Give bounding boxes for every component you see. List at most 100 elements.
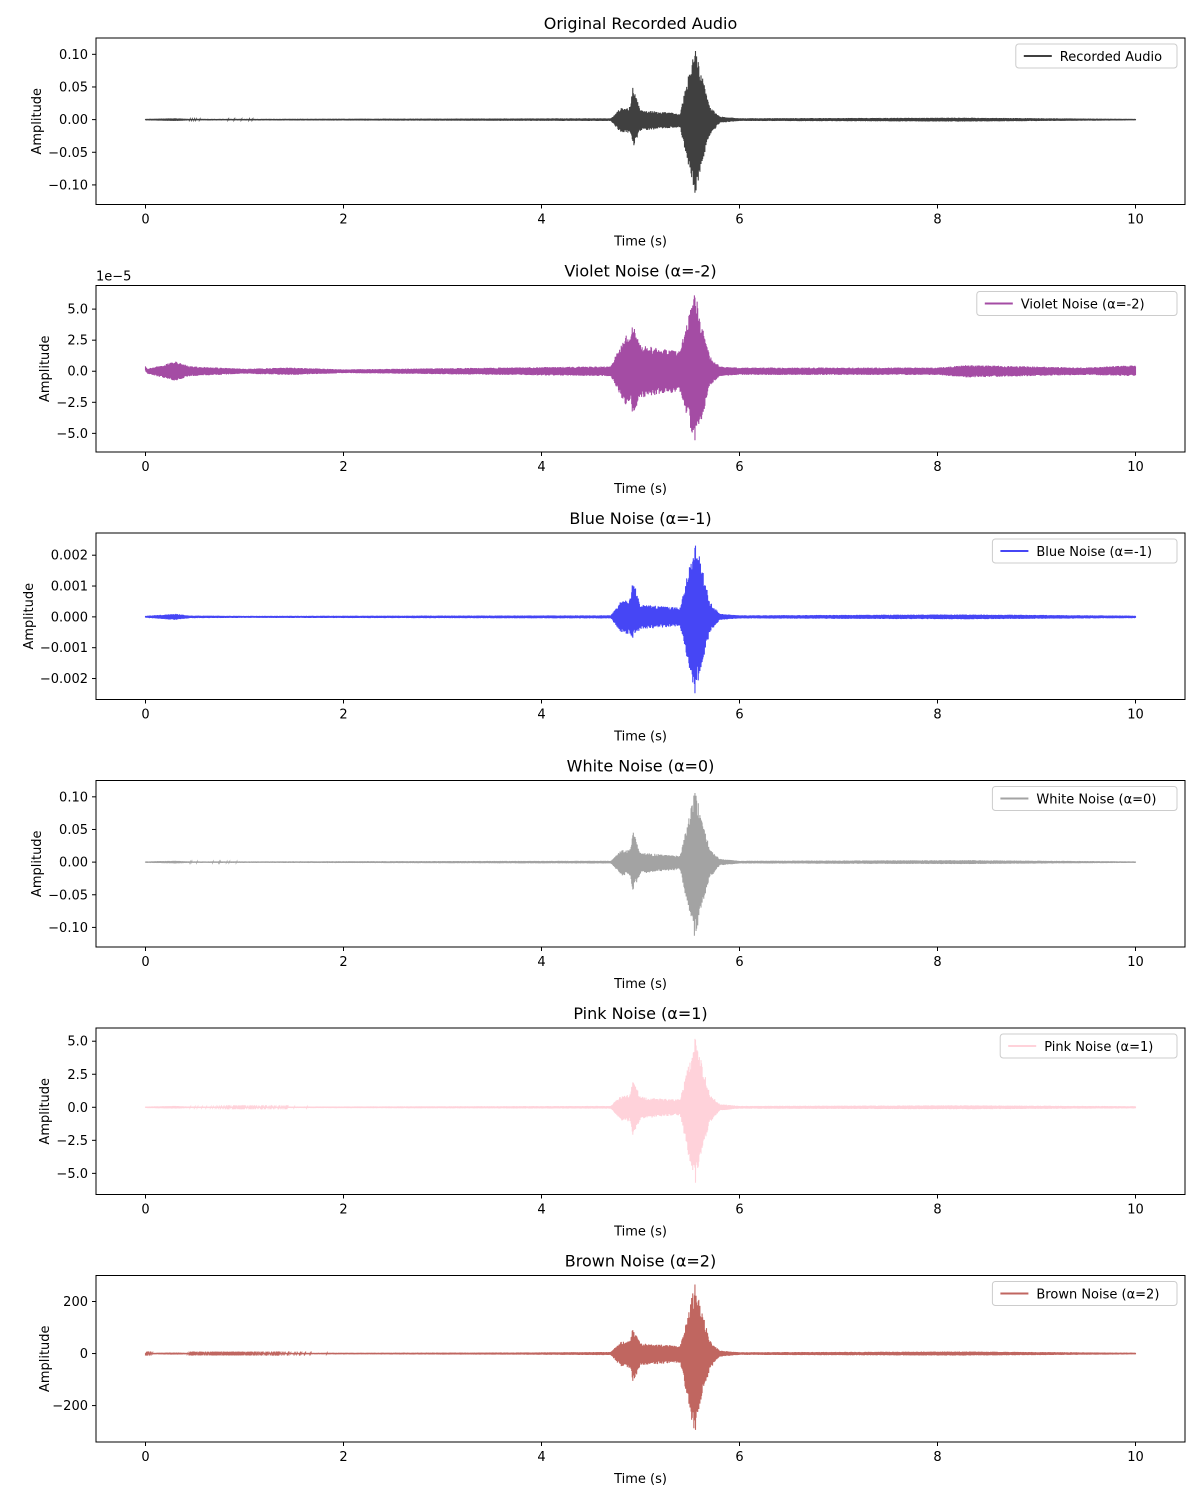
legend-box xyxy=(976,291,1178,316)
y-axis-label: Amplitude xyxy=(38,1078,53,1145)
subplot-5: Pink Noise (α=1) 0 2 4 6 8 10 −5.0 −2.5 0.0 2.5 5.0… xyxy=(38,1004,1186,1240)
chart-title: Brown Noise (α=2) xyxy=(565,1252,716,1271)
legend-label: Violet Noise (α=-2) xyxy=(1021,298,1145,313)
x-tick-label: 4 xyxy=(537,708,545,723)
y-tick-label: 0.0 xyxy=(67,1101,88,1116)
x-tick-label: 8 xyxy=(933,955,941,970)
y-tick-label: 0.0 xyxy=(67,365,88,380)
subplot-2: Violet Noise (α=-2) 1e−5 0 2 4 6 8 10 −5.0 −2.5 0.… xyxy=(38,262,1186,497)
series-line xyxy=(144,545,1137,694)
series-line xyxy=(144,295,1137,441)
y-tick-label: 0.10 xyxy=(59,48,88,63)
chart-title: White Noise (α=0) xyxy=(567,757,715,776)
x-tick-label: 2 xyxy=(339,708,347,723)
x-tick-label: 8 xyxy=(933,213,941,228)
y-tick-label: −0.001 xyxy=(40,641,88,656)
y-offset-label: 1e−5 xyxy=(96,270,131,285)
y-tick-label: 2.5 xyxy=(67,1068,88,1083)
y-tick-label: −0.10 xyxy=(48,921,88,936)
axes-frame xyxy=(95,285,1186,453)
x-tick-label: 6 xyxy=(735,1203,743,1218)
y-tick-label: 5.0 xyxy=(67,1035,88,1050)
x-tick-label: 8 xyxy=(933,708,941,723)
x-tick-label: 0 xyxy=(141,955,149,970)
y-tick-label: 5.0 xyxy=(67,303,88,318)
x-tick-label: 4 xyxy=(537,460,545,475)
x-tick-label: 0 xyxy=(141,213,149,228)
x-tick-label: 8 xyxy=(933,1450,941,1465)
y-tick-label: −5.0 xyxy=(56,427,88,442)
legend-box xyxy=(991,1281,1178,1306)
y-tick-label: −0.002 xyxy=(40,672,88,687)
legend-box xyxy=(991,538,1178,564)
x-tick-label: 2 xyxy=(339,1203,347,1218)
x-tick-label: 4 xyxy=(537,1450,545,1465)
subplot-1: Original Recorded Audio 0 2 4 6 8 10 −0.10 −0.05… xyxy=(30,14,1186,250)
x-tick-label: 6 xyxy=(735,213,743,228)
chart-title: Original Recorded Audio xyxy=(544,14,738,33)
x-axis-label: Time (s) xyxy=(613,977,667,992)
axes-frame xyxy=(95,1027,1186,1195)
x-tick-label: 6 xyxy=(735,1450,743,1465)
x-tick-label: 4 xyxy=(537,1203,545,1218)
subplot-6: Brown Noise (α=2) 0 2 4 6 8 10 −200 0 200 Time (s)… xyxy=(38,1252,1186,1487)
series-line xyxy=(144,51,1137,193)
legend-label: Blue Noise (α=-1) xyxy=(1036,545,1152,560)
y-tick-label: −2.5 xyxy=(56,1134,88,1149)
legend-label: Brown Noise (α=2) xyxy=(1036,1288,1159,1303)
x-tick-label: 6 xyxy=(735,460,743,475)
legend-label: Pink Noise (α=1) xyxy=(1044,1040,1153,1055)
legend-label: White Noise (α=0) xyxy=(1036,793,1156,808)
y-tick-label: 0.000 xyxy=(51,610,88,625)
x-axis-label: Time (s) xyxy=(613,1472,667,1487)
x-tick-label: 6 xyxy=(735,955,743,970)
legend: White Noise (α=0) xyxy=(991,786,1178,811)
series-line xyxy=(144,1284,1137,1430)
x-axis-label: Time (s) xyxy=(613,730,667,745)
x-tick-label: 2 xyxy=(339,1450,347,1465)
axes-frame xyxy=(95,1275,1186,1443)
y-tick-label: −5.0 xyxy=(56,1167,88,1182)
x-tick-label: 8 xyxy=(933,1203,941,1218)
legend-box xyxy=(991,786,1178,811)
axes-frame xyxy=(95,780,1186,948)
legend: Recorded Audio xyxy=(1015,43,1178,69)
y-tick-label: −0.05 xyxy=(48,888,88,903)
y-tick-label: 0.05 xyxy=(59,80,88,95)
y-axis-label: Amplitude xyxy=(30,830,45,897)
x-axis-label: Time (s) xyxy=(613,482,667,497)
y-tick-label: 200 xyxy=(63,1295,88,1310)
legend: Pink Noise (α=1) xyxy=(999,1033,1178,1059)
legend: Brown Noise (α=2) xyxy=(991,1281,1178,1306)
axes-frame xyxy=(95,532,1186,700)
y-tick-label: 0.002 xyxy=(51,549,88,564)
y-tick-label: 0.05 xyxy=(59,823,88,838)
x-tick-label: 2 xyxy=(339,213,347,228)
x-tick-label: 10 xyxy=(1127,708,1144,723)
legend: Violet Noise (α=-2) xyxy=(976,291,1178,316)
x-tick-label: 10 xyxy=(1127,460,1144,475)
legend-box xyxy=(1015,43,1178,69)
y-axis-label: Amplitude xyxy=(30,88,45,155)
y-tick-label: −0.05 xyxy=(48,146,88,161)
legend-box xyxy=(999,1033,1178,1059)
chart-title: Blue Noise (α=-1) xyxy=(569,509,711,528)
y-tick-label: −200 xyxy=(52,1399,88,1414)
x-tick-label: 10 xyxy=(1127,955,1144,970)
chart-title: Pink Noise (α=1) xyxy=(573,1004,707,1023)
subplot-3: Blue Noise (α=-1) 0 2 4 6 8 10 −0.002 −0.001 0.00… xyxy=(22,509,1186,745)
x-tick-label: 0 xyxy=(141,460,149,475)
y-tick-label: −2.5 xyxy=(56,396,88,411)
y-tick-label: 0.001 xyxy=(51,580,88,595)
series-line xyxy=(144,793,1137,936)
x-axis-label: Time (s) xyxy=(613,1225,667,1240)
x-tick-label: 2 xyxy=(339,460,347,475)
y-axis-label: Amplitude xyxy=(22,583,37,650)
legend-label: Recorded Audio xyxy=(1060,50,1162,65)
legend: Blue Noise (α=-1) xyxy=(991,538,1178,564)
x-tick-label: 10 xyxy=(1127,1450,1144,1465)
subplot-4: White Noise (α=0) 0 2 4 6 8 10 −0.10 −0.05 0.00 0.… xyxy=(30,757,1186,992)
x-tick-label: 8 xyxy=(933,460,941,475)
y-axis-label: Amplitude xyxy=(38,335,53,402)
